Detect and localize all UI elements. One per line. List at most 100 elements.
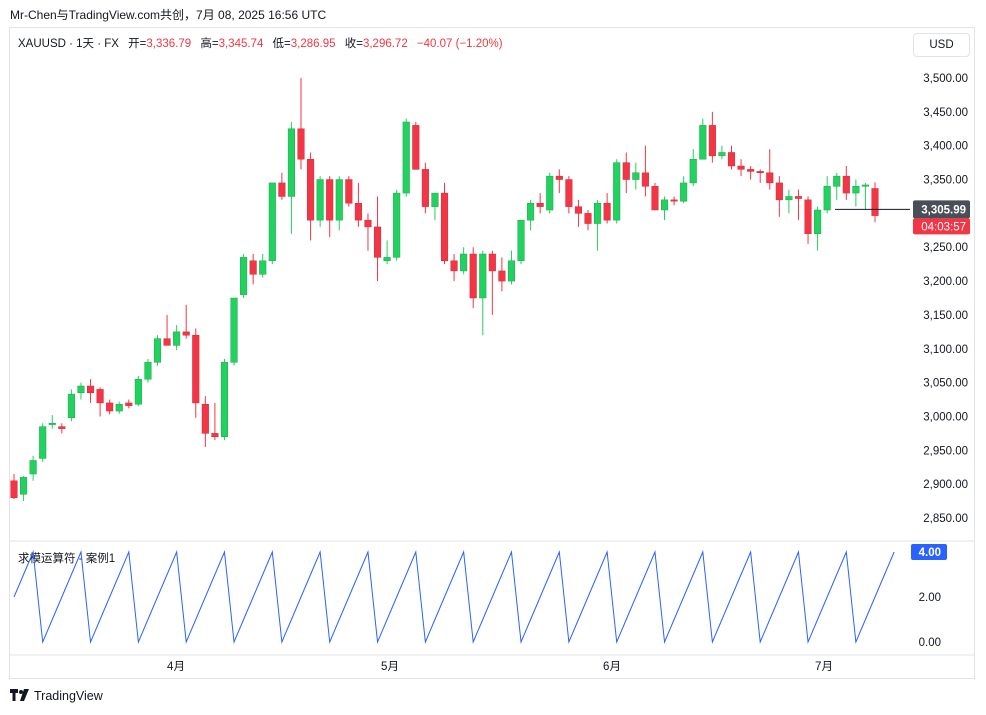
candle	[670, 196, 678, 206]
candle-body	[96, 389, 104, 404]
candle-body	[173, 331, 181, 346]
candle-body	[622, 162, 630, 180]
time-tick-label: 7月	[815, 661, 833, 673]
candle	[718, 145, 726, 160]
candle	[230, 297, 238, 366]
candle-body	[507, 260, 516, 282]
candle-body	[39, 426, 47, 459]
candle-body	[345, 179, 353, 204]
candle	[96, 387, 104, 417]
indicator-line	[13, 550, 895, 644]
candle-body	[431, 192, 439, 207]
candle	[316, 176, 324, 227]
candle-body	[77, 385, 85, 394]
candle	[440, 182, 449, 265]
candle	[10, 474, 18, 500]
candle-body	[718, 152, 726, 157]
candle	[756, 169, 764, 183]
candle-body	[326, 179, 334, 221]
currency-button[interactable]: USD	[913, 33, 970, 57]
countdown-value: 04:03:57	[921, 221, 966, 233]
candle	[699, 118, 707, 160]
candle	[192, 328, 200, 418]
candle-body	[373, 226, 382, 258]
separator-layer	[10, 540, 975, 656]
candle-body	[660, 199, 669, 211]
candle-body	[555, 175, 563, 180]
price-tick-label: 2,950.00	[923, 445, 968, 457]
candle-body	[230, 297, 238, 363]
candle-body	[58, 426, 66, 429]
candle	[823, 176, 831, 214]
candle	[373, 196, 382, 282]
footer-brand: TradingView	[34, 689, 103, 703]
ohlc-legend: XAUUSD · 1天 · FX 开=3,336.79 高=3,345.74 低…	[18, 35, 503, 51]
candle-body	[756, 171, 764, 174]
candle-body	[708, 125, 716, 157]
candle-body	[737, 165, 745, 170]
candle-body	[450, 260, 458, 272]
candle	[660, 196, 669, 221]
footer: TradingView	[10, 689, 103, 703]
candle	[555, 169, 563, 194]
candle	[240, 254, 248, 298]
candle-body	[670, 199, 678, 202]
candle-body	[67, 393, 75, 419]
candle	[220, 358, 229, 441]
candle-body	[680, 182, 688, 202]
candle	[259, 254, 267, 278]
time-tick-label: 4月	[167, 661, 185, 673]
close-label: 收=	[344, 38, 363, 50]
candle	[106, 399, 114, 415]
candle	[268, 182, 276, 265]
candle-body	[527, 202, 535, 221]
candle-body	[10, 480, 18, 498]
candle-body	[307, 158, 315, 221]
axis-layer: 3,500.003,450.003,400.003,350.003,300.00…	[167, 73, 970, 673]
candle	[67, 389, 75, 422]
low-value: 3,286.95	[290, 38, 336, 50]
candle-body	[268, 182, 276, 262]
candle	[134, 375, 142, 407]
countdown-tag: 04:03:57	[913, 218, 970, 235]
candle	[58, 423, 66, 434]
candle-body	[603, 202, 611, 221]
price-tick-label: 3,500.00	[923, 73, 968, 85]
time-tick-label: 6月	[603, 661, 621, 673]
candle	[574, 199, 582, 227]
candle-body	[833, 175, 841, 187]
candle-body	[479, 253, 487, 299]
indicator-title[interactable]: 求模运算符 - 案例1	[18, 553, 116, 565]
candle-body	[211, 433, 219, 438]
candle	[488, 250, 496, 315]
candle-body	[651, 186, 659, 211]
candle	[641, 145, 649, 197]
candle-body	[278, 182, 286, 197]
candle	[326, 176, 334, 238]
candle-body	[498, 270, 506, 282]
candle-body	[153, 338, 162, 363]
price-tick-label: 3,000.00	[923, 411, 968, 423]
candle-body	[641, 172, 649, 187]
price-tick-label: 3,250.00	[923, 242, 968, 254]
candle	[498, 257, 506, 292]
candle	[278, 172, 286, 200]
candle	[727, 145, 736, 170]
indicator-layer	[13, 550, 895, 644]
candle	[689, 149, 697, 187]
candle	[77, 382, 85, 400]
candle-body	[297, 128, 305, 160]
indicator-value-tag-bg	[911, 544, 947, 560]
symbol-label[interactable]: XAUUSD · 1天 · FX	[18, 38, 119, 50]
candle	[460, 247, 468, 275]
price-tick-label: 3,100.00	[923, 344, 968, 356]
candle	[163, 314, 171, 346]
candle	[632, 162, 640, 190]
candle-body	[412, 125, 420, 170]
candle	[517, 219, 525, 265]
candle	[766, 149, 774, 190]
countdown-tag-bg	[913, 218, 970, 235]
candle-body	[402, 121, 410, 194]
candle-body	[163, 338, 171, 346]
